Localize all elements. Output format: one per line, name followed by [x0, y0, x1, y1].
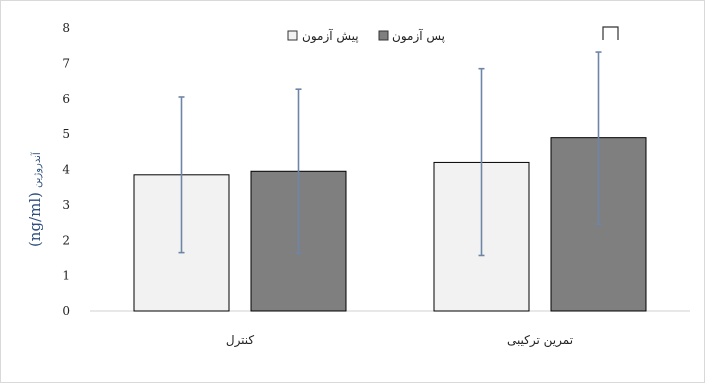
- legend-label: پیش آزمون: [302, 28, 359, 44]
- legend: پیش آزمون پس آزمون: [287, 28, 445, 44]
- significance-bracket: [602, 26, 619, 40]
- legend-swatch: [287, 30, 298, 41]
- y-tick-label: 0: [62, 304, 70, 318]
- y-tick-label: 1: [62, 269, 70, 283]
- legend-swatch: [378, 30, 389, 41]
- y-tick-label: 7: [62, 56, 70, 70]
- y-tick-label: 8: [62, 21, 70, 35]
- y-tick-label: 2: [62, 233, 70, 247]
- y-tick-label: 6: [62, 92, 70, 106]
- category-label: تمرین ترکیبی: [507, 333, 573, 348]
- y-tick-label: 4: [62, 163, 70, 177]
- legend-label: پس آزمون: [392, 28, 445, 44]
- y-axis-label: (ng/ml) آندروژین: [26, 151, 44, 247]
- y-tick-label: 5: [62, 127, 70, 141]
- y-tick-label: 3: [62, 198, 70, 212]
- y-axis-name: آندروژین: [30, 151, 43, 188]
- y-axis-unit: (ng/ml): [26, 192, 44, 247]
- category-label: کنترل: [226, 333, 255, 348]
